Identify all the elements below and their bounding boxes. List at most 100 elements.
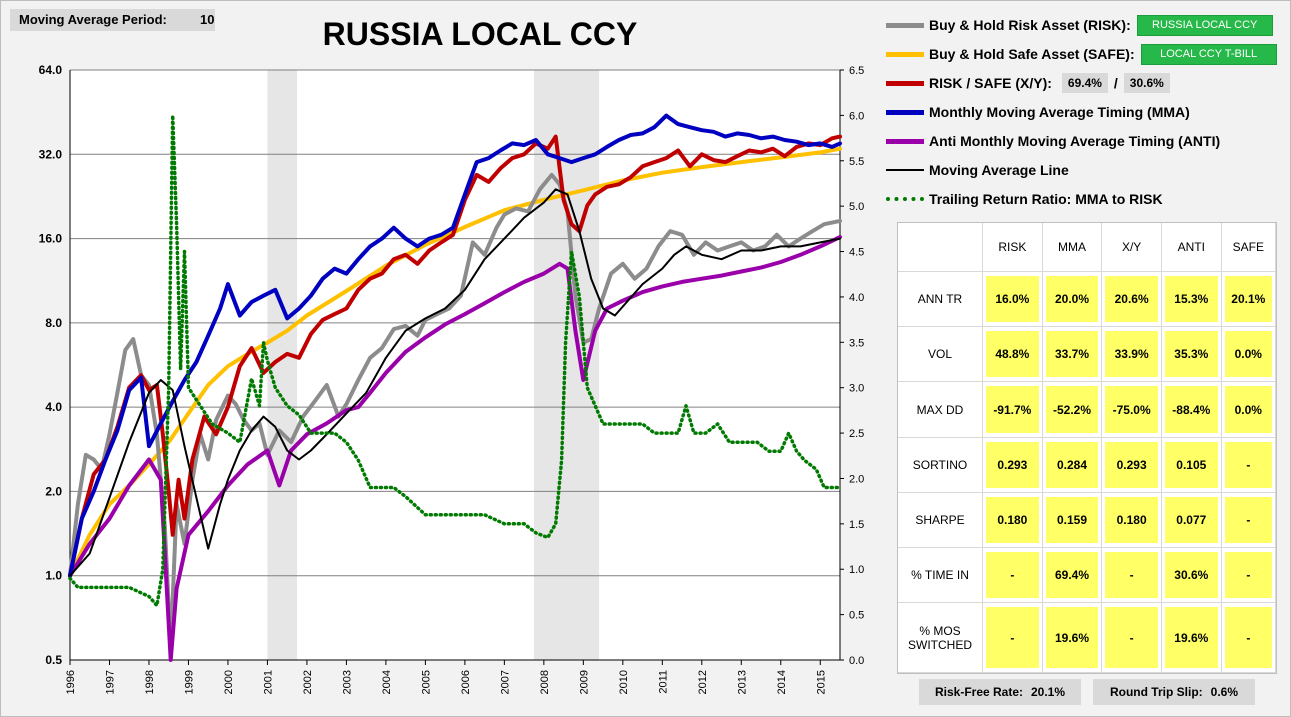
y-tick-label: 32.0: [39, 147, 63, 161]
xy-risk-pct: 69.4%: [1061, 73, 1108, 93]
col-header: X/Y: [1102, 223, 1162, 272]
stats-row: VOL 48.8% 33.7% 33.9% 35.3% 0.0%: [898, 327, 1276, 383]
stat-cell: -52.2%: [1042, 382, 1103, 438]
stat-cell: -91.7%: [983, 382, 1043, 438]
stats-row: MAX DD -91.7% -52.2% -75.0% -88.4% 0.0%: [898, 382, 1276, 438]
stat-cell: -: [1221, 437, 1276, 493]
stat-cell: -: [1221, 548, 1276, 604]
safe-swatch: [886, 51, 924, 57]
series-line-moving-average-line: [69, 188, 841, 577]
chart-title: RUSSIA LOCAL CCY: [322, 16, 638, 52]
x-tick-label: 2000: [223, 670, 235, 694]
y-tick-label: 4.0: [45, 400, 62, 414]
y2-tick-label: 4.5: [849, 247, 864, 259]
stats-row: ANN TR 16.0% 20.0% 20.6% 15.3% 20.1%: [898, 272, 1276, 328]
row-label: SHARPE: [898, 492, 983, 549]
stat-cell: 48.8%: [983, 327, 1043, 383]
risk-free-rate-box: Risk-Free Rate: 20.1%: [919, 679, 1081, 705]
series-line-trailing-return-ratio-mma-to-risk: [68, 113, 842, 608]
stat-cell: 0.180: [983, 492, 1043, 549]
y-tick-label: 1.0: [45, 569, 62, 583]
mma-swatch: [886, 109, 924, 115]
series-line-risk-safe-x-y: [68, 134, 842, 578]
legend-trr: Trailing Return Ratio: MMA to RISK: [886, 187, 1163, 211]
ma-period-value: 10: [200, 12, 215, 27]
stats-row: SORTINO 0.293 0.284 0.293 0.105 -: [898, 437, 1276, 493]
y2-tick-label: 1.0: [849, 564, 864, 576]
y-tick-label: 16.0: [39, 232, 63, 246]
trr-swatch: [886, 197, 924, 201]
legend-xy: RISK / SAFE (X/Y): 69.4% / 30.6%: [886, 71, 1170, 95]
x-tick-label: 2007: [499, 670, 511, 694]
stat-cell: 20.1%: [1221, 272, 1276, 328]
col-header: RISK: [983, 223, 1043, 272]
stat-cell: -88.4%: [1161, 382, 1222, 438]
y2-tick-label: 3.5: [849, 337, 864, 349]
stat-cell: 0.0%: [1221, 327, 1276, 383]
y2-tick-label: 6.5: [849, 65, 864, 77]
xy-safe-pct: 30.6%: [1123, 73, 1170, 93]
x-tick-label: 2012: [697, 670, 709, 694]
legend-risk-label: Buy & Hold Risk Asset (RISK):: [929, 17, 1131, 33]
stat-cell: 0.293: [983, 437, 1043, 493]
stat-cell: 35.3%: [1161, 327, 1222, 383]
stat-cell: 69.4%: [1042, 548, 1103, 604]
y2-tick-label: 0.5: [849, 610, 864, 622]
round-trip-slip-box: Round Trip Slip: 0.6%: [1093, 679, 1255, 705]
maline-swatch: [886, 169, 924, 171]
x-tick-label: 1998: [144, 670, 156, 694]
col-header: ANTI: [1161, 223, 1222, 272]
y2-tick-label: 3.0: [849, 383, 864, 395]
x-tick-label: 2011: [657, 670, 669, 694]
stat-cell: -: [1221, 603, 1276, 673]
x-tick-label: 2015: [815, 670, 827, 694]
series-line-anti-monthly-moving-average-timing-anti: [68, 235, 842, 662]
stat-cell: 0.284: [1042, 437, 1103, 493]
slip-value: 0.6%: [1210, 685, 1238, 699]
y2-tick-label: 2.5: [849, 428, 864, 440]
stats-corner: [898, 223, 983, 272]
row-label: % TIME IN: [898, 548, 983, 604]
stat-cell: 0.159: [1042, 492, 1103, 549]
y-tick-label: 8.0: [45, 316, 62, 330]
x-tick-label: 2004: [381, 670, 393, 694]
y2-tick-label: 5.5: [849, 156, 864, 168]
stat-cell: 0.180: [1102, 492, 1162, 549]
stats-row: % TIME IN - 69.4% - 30.6% -: [898, 548, 1276, 604]
stat-cell: 20.0%: [1042, 272, 1103, 328]
legend-mma: Monthly Moving Average Timing (MMA): [886, 100, 1190, 124]
rf-value: 20.1%: [1031, 685, 1066, 699]
stat-cell: -: [1102, 548, 1162, 604]
legend-safe-label: Buy & Hold Safe Asset (SAFE):: [929, 46, 1135, 62]
moving-average-period-box: Moving Average Period: 10: [10, 9, 215, 31]
y2-tick-label: 0.0: [849, 655, 864, 667]
chart-plot: 64.0 32.0 16.0 8.0 4.0 2.0 1.0 0.5 6.5 6.0 5.5 5.0 4…: [39, 63, 865, 694]
stat-cell: 19.6%: [1161, 603, 1222, 673]
x-tick-label: 2003: [341, 670, 353, 694]
legend-xy-label: RISK / SAFE (X/Y):: [929, 75, 1052, 91]
legend-anti: Anti Monthly Moving Average Timing (ANTI…: [886, 129, 1220, 153]
x-tick-label: 2014: [776, 670, 788, 694]
risk-swatch: [886, 22, 924, 28]
row-label: % MOS SWITCHED: [898, 603, 983, 673]
stat-cell: 0.105: [1161, 437, 1222, 493]
x-tick-label: 2013: [736, 670, 748, 694]
y2-tick-label: 1.5: [849, 519, 864, 531]
y-tick-label: 0.5: [45, 653, 62, 667]
stat-cell: -75.0%: [1102, 382, 1162, 438]
legend-trr-label: Trailing Return Ratio: MMA to RISK: [929, 191, 1163, 207]
stat-cell: 16.0%: [983, 272, 1043, 328]
stats-row: SHARPE 0.180 0.159 0.180 0.077 -: [898, 492, 1276, 549]
stats-header-row: RISK MMA X/Y ANTI SAFE: [898, 223, 1276, 272]
row-label: ANN TR: [898, 272, 983, 328]
stat-cell: -: [983, 603, 1043, 673]
legend-anti-label: Anti Monthly Moving Average Timing (ANTI…: [929, 133, 1221, 149]
stat-cell: 30.6%: [1161, 548, 1222, 604]
stat-cell: 15.3%: [1161, 272, 1222, 328]
xy-separator: /: [1113, 75, 1118, 91]
x-tick-label: 2006: [460, 670, 472, 694]
y2-tick-label: 4.0: [849, 292, 864, 304]
stats-row: % MOS SWITCHED - 19.6% - 19.6% -: [898, 603, 1276, 673]
stat-cell: -: [1221, 492, 1276, 549]
x-tick-label: 2005: [420, 670, 432, 694]
